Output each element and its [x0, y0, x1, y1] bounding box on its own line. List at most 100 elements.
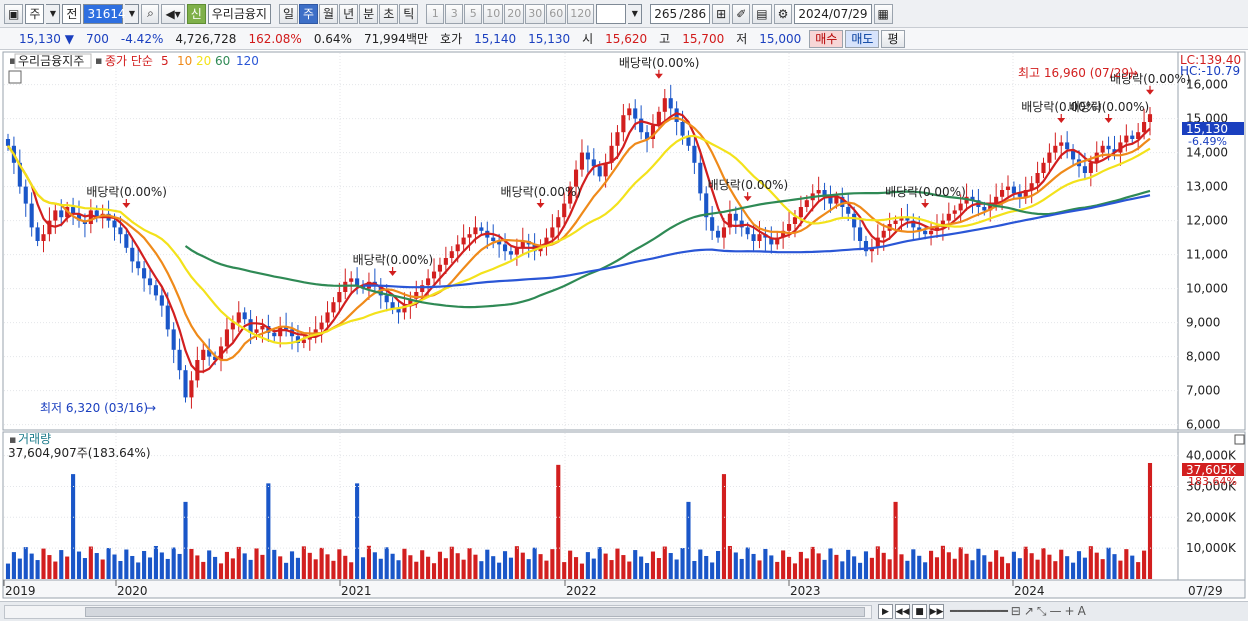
calendar-icon[interactable]: ▦	[873, 3, 893, 24]
font-size-icon[interactable]: A	[1077, 604, 1086, 618]
close-volume-icon[interactable]	[1234, 434, 1245, 445]
interval-button-3[interactable]: 10	[483, 3, 504, 24]
scroll-thumb[interactable]	[85, 607, 865, 617]
volume-bar	[733, 552, 738, 579]
volume-bar	[514, 546, 519, 579]
volume-bar	[230, 558, 235, 579]
keyboard-icon[interactable]	[8, 70, 22, 84]
interval-button-7[interactable]: 120	[567, 3, 595, 24]
volume-bar	[183, 501, 188, 579]
candle-body	[686, 135, 691, 146]
candle-body	[349, 278, 354, 282]
volume-bar	[763, 548, 768, 579]
rewind-icon[interactable]: ◀◀	[895, 604, 910, 619]
count-field[interactable]: 265/286	[650, 3, 711, 24]
volume-bar	[420, 550, 425, 579]
ruler-icon[interactable]: ⊟	[1010, 604, 1021, 618]
code-dropdown-icon[interactable]: ▼	[125, 3, 140, 24]
candle-body	[899, 217, 904, 221]
candle-body	[390, 302, 395, 309]
period-tab-6[interactable]: 틱	[399, 3, 419, 24]
zoom-out-icon[interactable]: —	[1049, 604, 1062, 618]
window-menu-icon[interactable]: ▣	[4, 3, 24, 24]
volume-bar	[426, 556, 431, 579]
volume-bar	[1076, 551, 1082, 579]
draw-tool-icon[interactable]: ↗	[1023, 604, 1034, 618]
chevron-down-icon[interactable]: ▼	[46, 3, 61, 24]
volume-bar	[650, 551, 656, 579]
buy-button[interactable]: 매수	[809, 29, 844, 48]
period-tab-1[interactable]: 주	[299, 3, 319, 24]
candle-body	[248, 319, 253, 333]
flat-button[interactable]: 평	[881, 29, 905, 48]
period-tab-4[interactable]: 분	[359, 3, 379, 24]
volume-bar	[1130, 555, 1135, 579]
period-tab-0[interactable]: 일	[278, 3, 298, 24]
candle-body	[875, 237, 880, 248]
zoom-in-icon[interactable]: +	[1064, 604, 1075, 618]
volume-bar	[792, 563, 798, 579]
interval-button-4[interactable]: 20	[504, 3, 525, 24]
interval-button-2[interactable]: 5	[464, 3, 483, 24]
volume-bar	[443, 558, 448, 579]
period-tab-2[interactable]: 월	[319, 3, 339, 24]
candle-body	[739, 220, 744, 228]
zoom-slider-icon[interactable]: ━━━━━━━━	[950, 604, 1008, 618]
interval-dropdown-icon[interactable]: ▼	[628, 3, 643, 24]
candle-body	[710, 217, 715, 231]
price-volume-chart[interactable]: 배당락(0.00%)배당락(0.00%)배당락(0.00%)배당락(0.00%)…	[0, 50, 1248, 601]
search-icon[interactable]: ⌕	[141, 3, 160, 24]
price-change: 700	[86, 31, 109, 46]
interval-button-6[interactable]: 60	[546, 3, 567, 24]
interval-input[interactable]	[596, 3, 627, 24]
year-label: 2019	[5, 584, 36, 598]
period-tab-3[interactable]: 년	[339, 3, 359, 24]
volume-bar	[1011, 551, 1016, 579]
all-label[interactable]: 전	[62, 3, 82, 24]
stock-code-input[interactable]: 316140	[83, 3, 133, 24]
period-tab-5[interactable]: 초	[379, 3, 399, 24]
play-icon[interactable]: ▶	[878, 604, 893, 619]
candle-body	[118, 227, 123, 235]
interval-button-0[interactable]: 1	[426, 3, 445, 24]
volume-bar	[59, 550, 64, 579]
fast-forward-icon[interactable]: ▶▶	[929, 604, 944, 619]
volume-bar	[946, 552, 951, 579]
save-icon[interactable]: ▤	[752, 3, 772, 24]
volume-bar	[781, 550, 786, 579]
volume-bar	[940, 545, 945, 579]
settings-icon[interactable]: ⚙	[773, 3, 793, 24]
candle-body	[47, 220, 52, 235]
volume-bar	[491, 556, 496, 579]
volume-bar	[1118, 560, 1123, 579]
stop-icon[interactable]: ■	[912, 604, 927, 619]
price-tick-label: 16,000	[1186, 78, 1228, 92]
trend-tool-icon[interactable]: ⤡	[1036, 604, 1047, 618]
volume-bar	[698, 549, 703, 579]
candle-body	[242, 312, 247, 320]
market-select[interactable]: 주	[25, 3, 45, 24]
volume-bar	[816, 553, 821, 579]
volume-bar	[502, 551, 508, 579]
candle-body	[680, 122, 685, 136]
volume-bar	[769, 555, 774, 579]
candle-body	[420, 285, 425, 292]
speaker-icon[interactable]: ◀▾	[161, 3, 185, 24]
sell-button[interactable]: 매도	[845, 29, 880, 48]
candle-body	[544, 237, 549, 245]
year-label: 2021	[341, 584, 372, 598]
ask-price-2: 15,130	[528, 31, 571, 46]
interval-button-5[interactable]: 30	[525, 3, 546, 24]
draw-icon[interactable]: ✐	[732, 3, 751, 24]
new-badge: 신	[186, 3, 206, 24]
interval-button-1[interactable]: 3	[445, 3, 464, 24]
candle-body	[260, 326, 265, 330]
nav-buttons: ▶ ◀◀ ■ ▶▶	[878, 604, 944, 619]
volume-bar	[1112, 554, 1117, 579]
chart-scrollbar[interactable]	[4, 605, 872, 619]
date-input[interactable]: 2024/07/29	[794, 3, 872, 24]
grid-icon[interactable]: ⊞	[712, 3, 731, 24]
volume-bar	[313, 559, 318, 579]
volume-bar	[11, 552, 16, 579]
candle-body	[757, 234, 762, 241]
